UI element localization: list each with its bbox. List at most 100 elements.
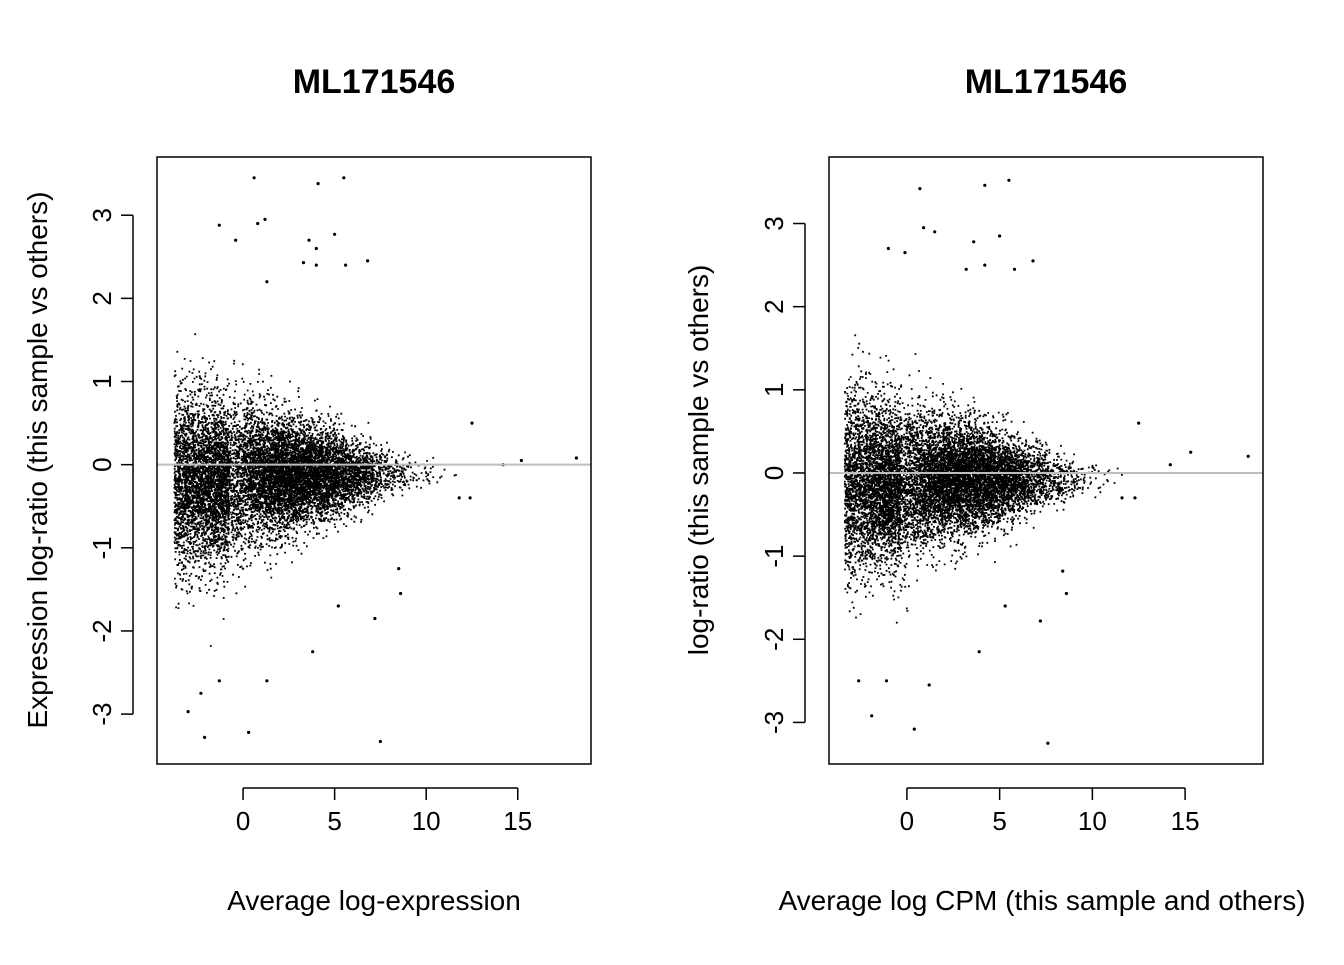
outlier-point bbox=[884, 679, 889, 683]
outlier-point bbox=[342, 176, 346, 180]
outlier-point bbox=[1064, 591, 1068, 596]
outlier-point bbox=[265, 280, 269, 284]
outlier-point bbox=[983, 263, 987, 267]
plot-frame bbox=[828, 156, 1264, 765]
x-axis-label-left: Average log-expression bbox=[227, 885, 521, 916]
outlier-point bbox=[1133, 496, 1137, 500]
outlier-point bbox=[922, 226, 926, 230]
outlier-point bbox=[247, 730, 251, 735]
outlier-point bbox=[918, 187, 922, 191]
outlier-point bbox=[366, 259, 370, 263]
y-tick-label: -3 bbox=[759, 711, 789, 734]
x-tick-label: 0 bbox=[236, 806, 250, 836]
ma-plot-right: ML171546 Average log CPM (this sample an… bbox=[683, 63, 1306, 916]
outlier-point bbox=[574, 456, 579, 460]
outlier-point bbox=[927, 683, 931, 687]
outlier-point bbox=[1003, 604, 1007, 608]
x-tick-label: 10 bbox=[412, 806, 441, 836]
outlier-point bbox=[977, 650, 981, 654]
y-axis-label-left: Expression log-ratio (this sample vs oth… bbox=[22, 192, 53, 729]
scatter-points-left bbox=[173, 176, 579, 744]
outlier-point bbox=[1168, 463, 1172, 467]
outlier-point bbox=[1246, 454, 1250, 458]
outlier-point bbox=[912, 727, 916, 731]
y-tick-label: 1 bbox=[759, 383, 789, 397]
outlier-point bbox=[252, 176, 256, 180]
outlier-point bbox=[217, 223, 221, 227]
outlier-point bbox=[199, 691, 203, 695]
outlier-point bbox=[265, 679, 269, 683]
outlier-point bbox=[886, 246, 891, 251]
outlier-point bbox=[397, 567, 401, 571]
outlier-point bbox=[301, 261, 306, 265]
outlier-point bbox=[311, 650, 315, 654]
y-tick-label: -2 bbox=[759, 628, 789, 651]
outlier-point bbox=[1007, 178, 1011, 182]
outlier-point bbox=[217, 679, 221, 683]
x-axis-label-right: Average log CPM (this sample and others) bbox=[778, 885, 1305, 916]
outlier-point bbox=[378, 739, 382, 744]
y-tick-label: -1 bbox=[87, 536, 117, 559]
outlier-point bbox=[470, 421, 474, 425]
y-tick-label: 3 bbox=[759, 216, 789, 230]
y-tick-label: -2 bbox=[87, 619, 117, 642]
axes-left: 0 5 10 15 -3 -2 -1 0 1 2 3 bbox=[87, 156, 592, 836]
outlier-point bbox=[314, 246, 318, 251]
y-axis-label-right: log-ratio (this sample vs others) bbox=[683, 265, 714, 656]
x-tick-label: 10 bbox=[1078, 806, 1107, 836]
outlier-point bbox=[1061, 569, 1065, 573]
outlier-point bbox=[1120, 496, 1124, 500]
outlier-point bbox=[316, 182, 320, 186]
outlier-point bbox=[333, 232, 337, 236]
outlier-point bbox=[314, 263, 318, 267]
outlier-point bbox=[519, 458, 524, 463]
y-tick-label: 1 bbox=[87, 374, 117, 388]
x-tick-label: 15 bbox=[1171, 806, 1200, 836]
outlier-point bbox=[307, 238, 311, 242]
y-tick-label: 2 bbox=[87, 291, 117, 305]
outlier-point bbox=[933, 230, 937, 234]
outlier-point bbox=[186, 710, 190, 714]
outlier-point bbox=[1012, 267, 1017, 271]
outlier-point bbox=[344, 263, 348, 267]
outlier-point bbox=[468, 496, 472, 500]
outlier-point bbox=[1046, 741, 1050, 745]
x-tick-label: 0 bbox=[900, 806, 914, 836]
y-tick-label: 0 bbox=[759, 466, 789, 480]
y-tick-label: -3 bbox=[87, 703, 117, 726]
outlier-point bbox=[1031, 259, 1035, 263]
outlier-point bbox=[1038, 619, 1042, 623]
outlier-point bbox=[1189, 450, 1193, 454]
ma-plot-left: ML171546 Average log-expression Expressi… bbox=[22, 63, 592, 916]
scatter-points-right bbox=[843, 178, 1250, 745]
outlier-point bbox=[234, 238, 238, 242]
outlier-point bbox=[373, 616, 377, 621]
outlier-point bbox=[256, 221, 260, 226]
axes-right: 0 5 10 15 -3 -2 -1 0 1 2 3 bbox=[759, 156, 1264, 836]
plot-title-left: ML171546 bbox=[293, 63, 456, 101]
x-tick-label: 5 bbox=[327, 806, 341, 836]
outlier-point bbox=[964, 267, 968, 271]
outlier-point bbox=[263, 217, 267, 221]
outlier-point bbox=[203, 735, 207, 740]
y-tick-label: 0 bbox=[87, 457, 117, 471]
y-tick-label: 3 bbox=[87, 208, 117, 222]
x-tick-label: 15 bbox=[503, 806, 532, 836]
outlier-point bbox=[857, 679, 861, 683]
y-tick-label: 2 bbox=[759, 299, 789, 313]
outlier-point bbox=[870, 714, 874, 718]
point-cloud bbox=[843, 334, 1123, 624]
outlier-point bbox=[1137, 421, 1141, 425]
point-cloud bbox=[173, 333, 457, 647]
y-tick-label: -1 bbox=[759, 545, 789, 568]
outlier-point bbox=[983, 183, 987, 187]
outlier-point bbox=[972, 240, 976, 244]
outlier-point bbox=[998, 234, 1002, 238]
x-tick-label: 5 bbox=[992, 806, 1006, 836]
outlier-point bbox=[399, 591, 403, 596]
plot-title-right: ML171546 bbox=[965, 63, 1128, 101]
outlier-point bbox=[336, 604, 340, 608]
plot-frame bbox=[156, 156, 592, 765]
